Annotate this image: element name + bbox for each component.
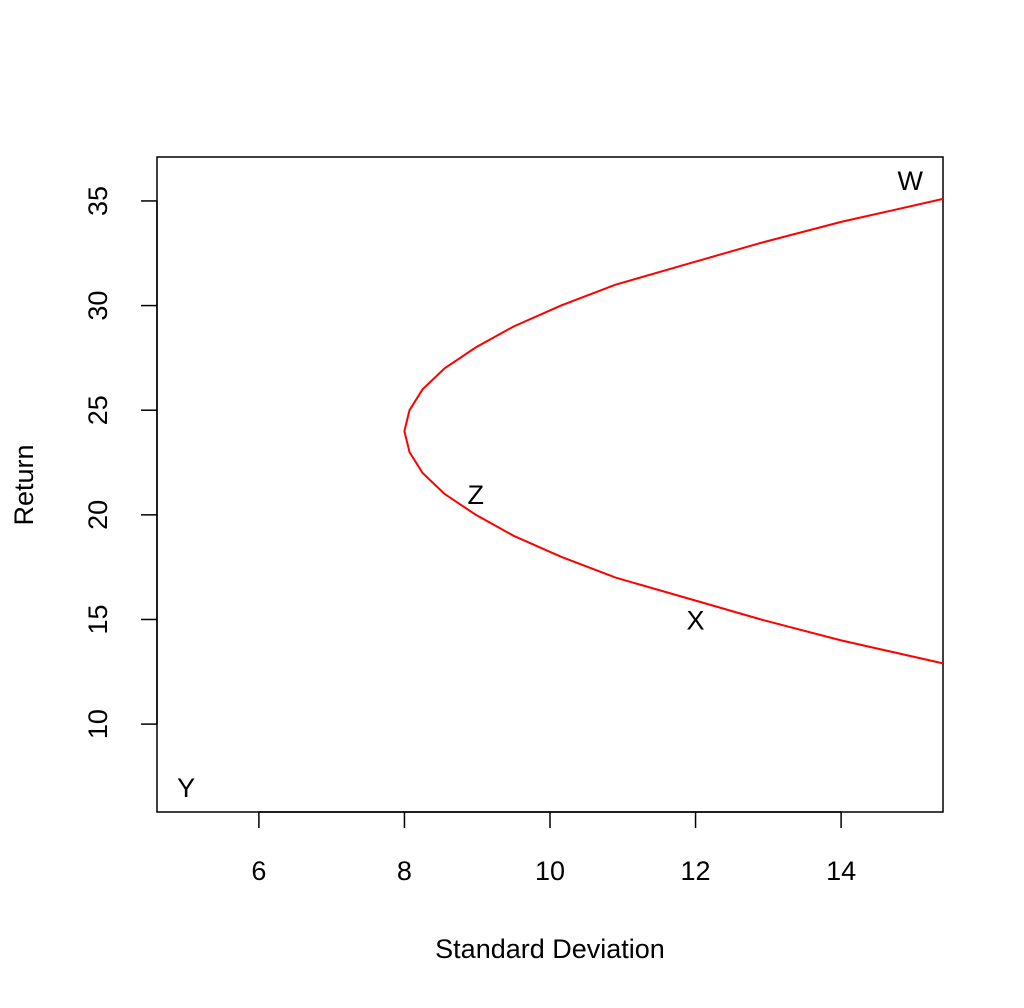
x-axis: 6 8 10 12 14 [251,811,856,886]
y-axis: 10 15 20 25 30 35 [83,186,158,739]
x-axis-label: Standard Deviation [435,934,665,964]
y-tick-label: 20 [83,500,113,530]
point-label-y: Y [177,773,195,803]
point-label-z: Z [468,480,485,510]
y-tick-label: 35 [83,186,113,216]
point-label-x: X [687,605,705,635]
y-tick-label: 25 [83,395,113,425]
annotation-layer: W Z X Y [177,166,923,803]
x-tick-label: 14 [826,856,856,886]
x-tick-label: 12 [681,856,711,886]
series-layer [403,197,944,665]
y-tick-label: 30 [83,291,113,321]
plot-area-border [156,156,944,813]
x-tick-label: 6 [251,856,266,886]
point-label-w: W [898,166,924,196]
y-tick-label: 15 [83,604,113,634]
y-tick-label: 10 [83,709,113,739]
x-tick-label: 10 [535,856,565,886]
y-axis-label: Return [9,444,39,525]
frontier-curve [403,197,944,665]
x-tick-label: 8 [397,856,412,886]
